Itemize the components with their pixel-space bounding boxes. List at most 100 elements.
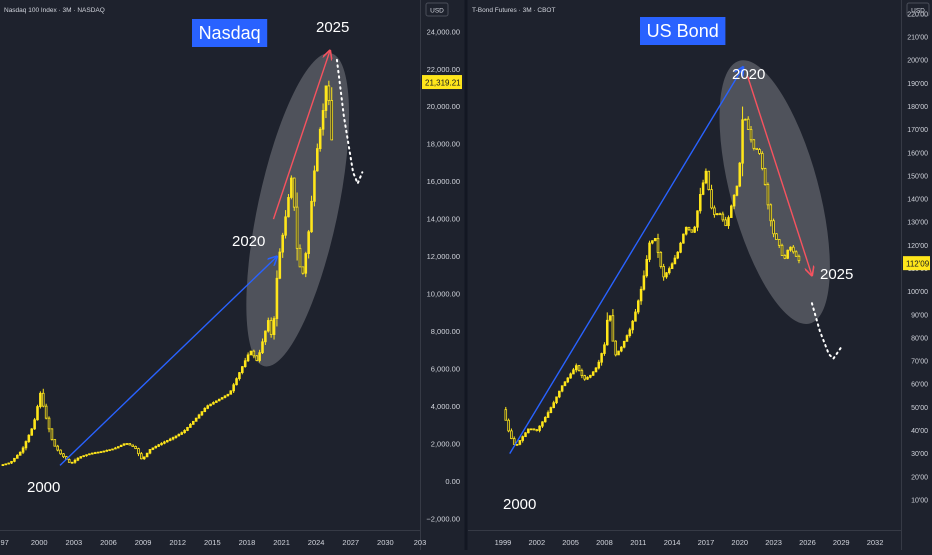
candle-body: [91, 452, 94, 455]
candle-body: [125, 443, 129, 445]
candle-body: [617, 350, 620, 356]
candle-body: [682, 233, 685, 244]
currency-box[interactable]: [425, 2, 449, 17]
year-annotation-2000: 2000: [503, 496, 536, 513]
candle-body: [732, 194, 736, 207]
y-tick-label: 50'00: [911, 405, 928, 412]
candle-body: [515, 443, 519, 446]
candle-body: [673, 257, 677, 265]
last-price-label: 112'09: [906, 260, 930, 269]
candle-body: [749, 128, 753, 141]
candle-body: [693, 226, 696, 233]
candle-body: [33, 419, 36, 430]
candle-body: [1, 464, 5, 467]
candle-body: [50, 428, 54, 440]
candle-body: [642, 275, 646, 290]
candle-body: [766, 184, 770, 206]
candle-body: [783, 255, 787, 259]
candle-body: [140, 453, 143, 460]
y-tick-label: 10'00: [911, 497, 928, 504]
candle-body: [264, 330, 267, 343]
projection-dotted-path: [335, 58, 364, 187]
y-tick-label: 40'00: [911, 428, 928, 435]
x-tick-label: 2027: [342, 538, 359, 547]
y-tick-label: 6,000.00: [431, 364, 460, 373]
year-annotation-2025: 2025: [316, 19, 349, 36]
x-tick-label: 2020: [731, 538, 748, 547]
candle-body: [157, 444, 160, 447]
year-annotation-2020: 2020: [732, 66, 765, 83]
candle-body: [105, 449, 109, 452]
candle-body: [298, 247, 302, 268]
candle-body: [583, 375, 586, 380]
x-tick-label: 97: [0, 538, 8, 547]
candle-body: [574, 365, 578, 371]
candle-body: [44, 405, 48, 419]
y-tick-label: 120'00: [907, 243, 928, 250]
candle-body: [62, 453, 65, 458]
candle-body: [290, 177, 293, 198]
candle-body: [622, 340, 626, 348]
x-tick-label: 1999: [495, 538, 512, 547]
candle-body: [586, 376, 589, 380]
candle-body: [730, 205, 733, 218]
candle-body: [569, 373, 572, 379]
x-tick-label: 2032: [867, 538, 884, 547]
y-tick-label: 20,000.00: [427, 102, 460, 111]
candle-body: [200, 411, 204, 416]
candle-body: [47, 417, 51, 430]
candle-body: [148, 449, 152, 454]
candle-body: [687, 226, 691, 231]
currency-box[interactable]: [906, 2, 930, 17]
candle-body: [226, 393, 230, 397]
candle-body: [620, 346, 623, 352]
year-annotation-2020: 2020: [232, 233, 265, 250]
candle-body: [330, 100, 334, 141]
candle-body: [659, 252, 663, 267]
candle-body: [137, 448, 140, 455]
candle-body: [324, 85, 328, 111]
candle-body: [313, 170, 316, 202]
candle-body: [543, 417, 547, 423]
candle-body: [535, 429, 539, 432]
x-tick-label: 2030: [377, 538, 394, 547]
candle-body: [651, 240, 654, 244]
y-tick-label: 130'00: [907, 220, 928, 227]
candle-body: [96, 451, 100, 454]
candle-body: [88, 453, 91, 456]
candle-body: [558, 390, 561, 398]
y-tick-label: 16,000.00: [427, 177, 460, 186]
y-tick-label: 2,000.00: [431, 439, 460, 448]
candle-body: [327, 85, 331, 101]
candle-body: [504, 409, 508, 421]
candle-body: [713, 207, 716, 216]
candle-body: [235, 378, 238, 386]
candle-body: [160, 442, 163, 446]
candle-body: [532, 428, 536, 431]
candle-body: [119, 444, 123, 447]
candle-body: [154, 445, 158, 449]
candle-body: [70, 461, 74, 464]
candle-body: [794, 251, 798, 257]
candle-body: [30, 428, 34, 436]
candle-body: [724, 219, 727, 227]
candle-body: [676, 251, 680, 259]
candle-body: [209, 403, 212, 407]
last-price-tag: [903, 256, 930, 271]
y-tick-label: 200'00: [907, 58, 928, 65]
candle-body: [670, 263, 674, 270]
x-tick-label: 2006: [100, 538, 117, 547]
candle-body: [518, 440, 522, 445]
candle-body: [197, 414, 201, 419]
nasdaq-panel: Nasdaq 100 Index · 3M · NASDAQ USD 24,000.…: [0, 0, 464, 550]
candle-body: [662, 266, 665, 278]
candle-body: [512, 438, 516, 445]
candle-body: [243, 360, 247, 367]
candle-body: [780, 244, 784, 256]
candle-body: [679, 242, 682, 253]
candle-body: [786, 249, 789, 259]
y-tick-label: 160'00: [907, 150, 928, 157]
candle-body: [229, 390, 233, 395]
